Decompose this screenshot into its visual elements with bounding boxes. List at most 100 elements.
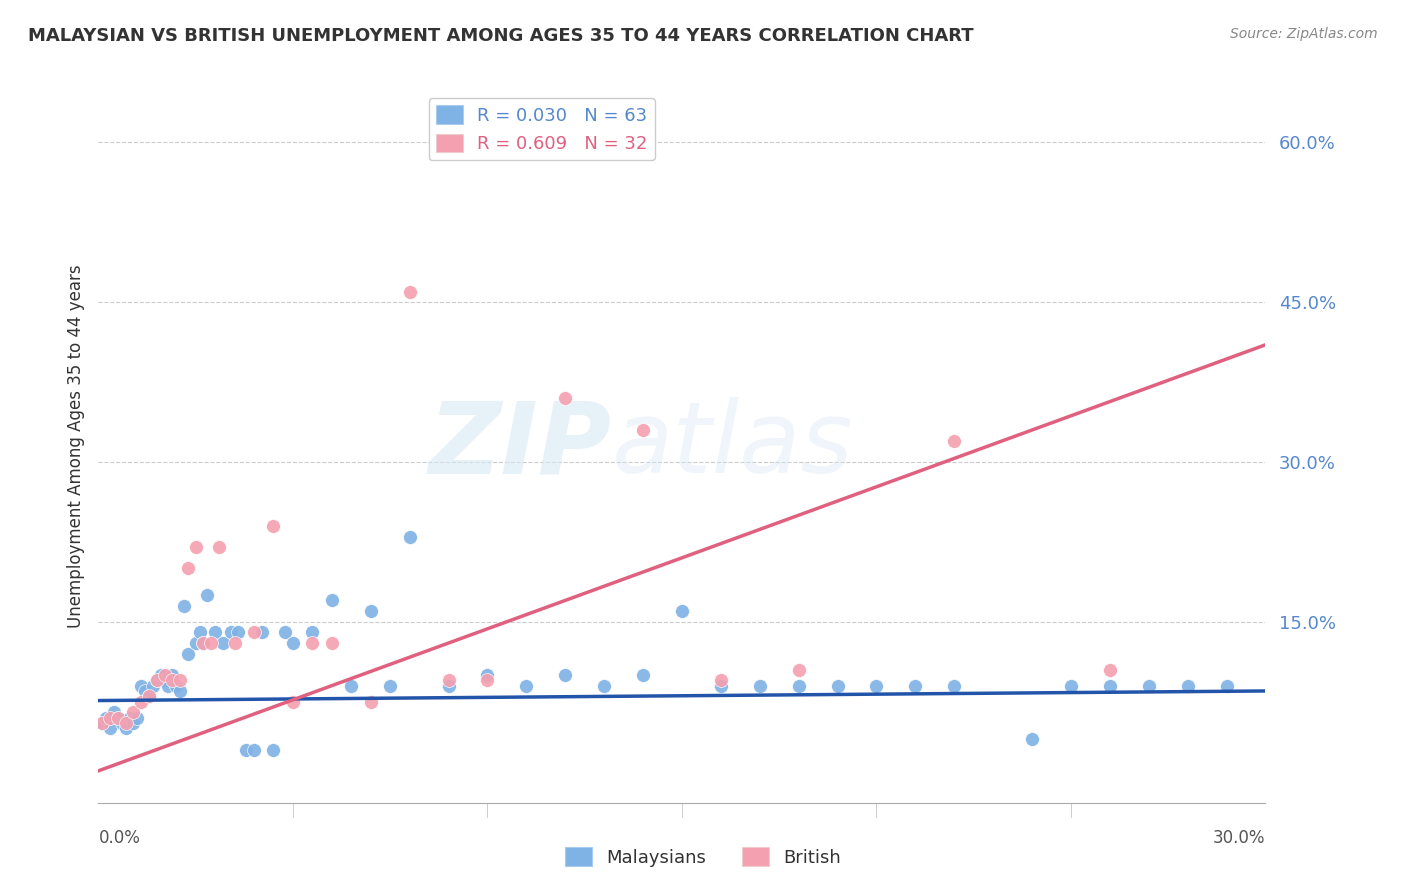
Point: [146, 673, 169, 688]
Point: [195, 588, 218, 602]
Point: [515, 679, 537, 693]
Point: [219, 625, 242, 640]
Point: [1060, 679, 1083, 693]
Point: [162, 668, 184, 682]
Point: [122, 706, 145, 720]
Point: [114, 721, 136, 735]
Text: ZIP: ZIP: [429, 398, 612, 494]
Point: [250, 625, 273, 640]
Point: [98, 721, 121, 735]
Point: [360, 695, 382, 709]
Point: [904, 679, 927, 693]
Text: MALAYSIAN VS BRITISH UNEMPLOYMENT AMONG AGES 35 TO 44 YEARS CORRELATION CHART: MALAYSIAN VS BRITISH UNEMPLOYMENT AMONG …: [28, 27, 974, 45]
Point: [165, 679, 187, 693]
Point: [200, 636, 222, 650]
Point: [138, 690, 160, 704]
Point: [173, 599, 195, 613]
Point: [153, 673, 176, 688]
Text: atlas: atlas: [612, 398, 853, 494]
Point: [204, 625, 226, 640]
Point: [943, 434, 966, 448]
Point: [129, 679, 152, 693]
Point: [398, 529, 420, 543]
Point: [142, 679, 165, 693]
Point: [162, 673, 184, 688]
Point: [301, 625, 323, 640]
Point: [184, 636, 207, 650]
Point: [243, 625, 266, 640]
Point: [153, 668, 176, 682]
Point: [262, 519, 284, 533]
Point: [262, 742, 284, 756]
Point: [748, 679, 770, 693]
Point: [98, 710, 121, 724]
Point: [274, 625, 297, 640]
Point: [554, 391, 576, 405]
Point: [224, 636, 246, 650]
Point: [554, 668, 576, 682]
Y-axis label: Unemployment Among Ages 35 to 44 years: Unemployment Among Ages 35 to 44 years: [66, 264, 84, 628]
Point: [710, 673, 733, 688]
Point: [118, 710, 141, 724]
Point: [301, 636, 323, 650]
Point: [865, 679, 887, 693]
Point: [1137, 679, 1160, 693]
Point: [111, 715, 134, 730]
Point: [212, 636, 235, 650]
Point: [149, 668, 172, 682]
Point: [134, 684, 156, 698]
Point: [321, 636, 343, 650]
Point: [188, 625, 211, 640]
Point: [91, 715, 114, 730]
Point: [138, 690, 160, 704]
Point: [235, 742, 257, 756]
Point: [243, 742, 266, 756]
Point: [360, 604, 382, 618]
Point: [193, 636, 215, 650]
Point: [477, 668, 499, 682]
Point: [1021, 731, 1043, 746]
Point: [129, 695, 152, 709]
Legend: R = 0.030   N = 63, R = 0.609   N = 32: R = 0.030 N = 63, R = 0.609 N = 32: [429, 98, 655, 161]
Point: [378, 679, 402, 693]
Point: [157, 679, 180, 693]
Point: [710, 679, 733, 693]
Point: [1098, 663, 1121, 677]
Point: [593, 679, 616, 693]
Point: [228, 625, 250, 640]
Point: [943, 679, 966, 693]
Point: [177, 561, 200, 575]
Point: [107, 710, 129, 724]
Point: [91, 715, 114, 730]
Point: [437, 673, 460, 688]
Point: [169, 684, 191, 698]
Point: [193, 636, 215, 650]
Point: [321, 593, 343, 607]
Text: Source: ZipAtlas.com: Source: ZipAtlas.com: [1230, 27, 1378, 41]
Point: [787, 663, 810, 677]
Point: [1098, 679, 1121, 693]
Point: [114, 715, 136, 730]
Point: [1177, 679, 1199, 693]
Point: [122, 715, 145, 730]
Legend: Malaysians, British: Malaysians, British: [557, 840, 849, 874]
Point: [281, 695, 304, 709]
Point: [631, 423, 654, 437]
Point: [96, 710, 118, 724]
Point: [340, 679, 363, 693]
Point: [281, 636, 304, 650]
Point: [787, 679, 810, 693]
Point: [177, 647, 200, 661]
Point: [103, 706, 125, 720]
Point: [437, 679, 460, 693]
Point: [169, 673, 191, 688]
Point: [477, 673, 499, 688]
Point: [184, 540, 207, 554]
Text: 0.0%: 0.0%: [98, 830, 141, 847]
Point: [208, 540, 231, 554]
Text: 30.0%: 30.0%: [1213, 830, 1265, 847]
Point: [127, 710, 149, 724]
Point: [631, 668, 654, 682]
Point: [107, 710, 129, 724]
Point: [1215, 679, 1237, 693]
